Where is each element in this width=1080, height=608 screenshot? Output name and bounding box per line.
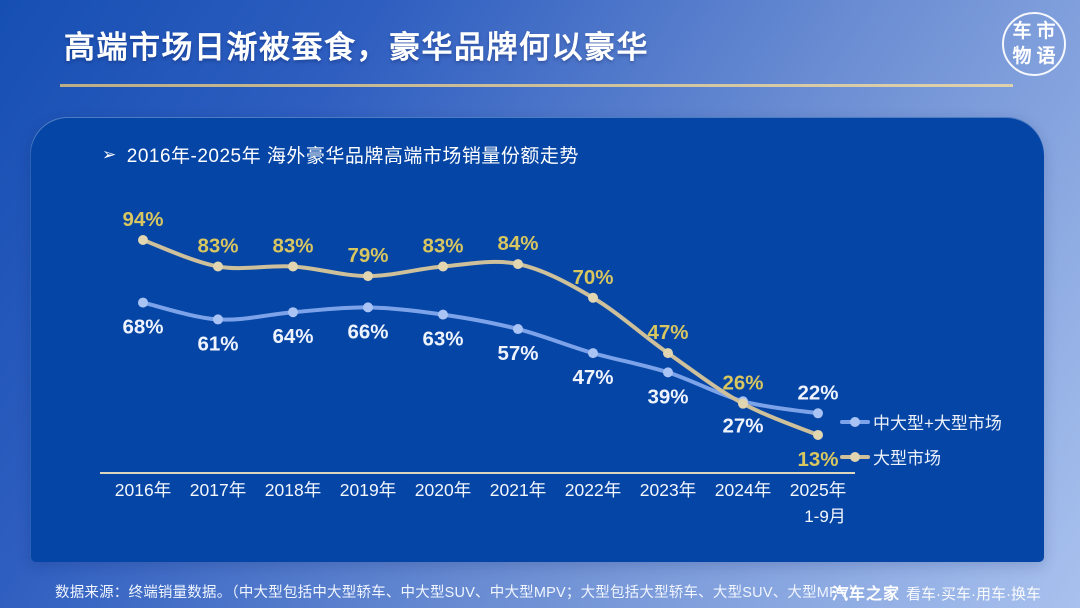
legend-item: 大型市场	[840, 444, 1002, 469]
trend-chart: 2016年 2017年 2018年 2019年 2020年 2021年 2022年 2023年…	[100, 208, 855, 526]
data-point	[288, 307, 298, 318]
slide-title: 高端市场日渐被蚕食，豪华品牌何以豪华	[64, 30, 649, 65]
data-point	[663, 367, 673, 378]
x-tick-label: 2021年	[490, 480, 546, 500]
x-tick-label: 2024年	[715, 480, 771, 500]
data-label: 84%	[497, 232, 538, 255]
x-tick-label: 2023年	[640, 480, 696, 500]
logo-char: 物	[1012, 46, 1032, 67]
legend-label: 中大型+大型市场	[873, 414, 1002, 433]
x-tick-label: 2018年	[265, 480, 321, 500]
series-line	[141, 238, 820, 437]
data-label: 79%	[347, 244, 388, 267]
chart-legend: 中大型+大型市场 大型市场	[840, 409, 1002, 469]
x-tick-note: 1-9月	[804, 507, 846, 526]
chart-card: ➢ 2016年-2025年 海外豪华品牌高端市场销量份额走势 2016年 2017…	[30, 117, 1044, 562]
title-underline	[60, 84, 1013, 87]
x-tick-label: 2016年	[115, 480, 171, 500]
x-tick-label: 2022年	[565, 480, 621, 500]
data-point	[588, 292, 598, 303]
logo-char: 语	[1036, 46, 1056, 67]
data-label: 83%	[272, 234, 313, 257]
data-point	[513, 324, 523, 335]
data-label: 70%	[572, 266, 613, 289]
footer-brand-name: 汽车之家	[831, 586, 900, 603]
data-label: 13%	[797, 448, 838, 471]
x-tick-label: 2025年	[790, 480, 846, 500]
data-label: 26%	[722, 372, 763, 395]
brand-seal-logo-icon: 车 市 物 语	[1002, 12, 1066, 76]
data-label: 64%	[272, 325, 313, 348]
data-point	[438, 261, 448, 272]
data-label: 63%	[422, 328, 463, 351]
legend-label: 大型市场	[873, 449, 941, 468]
data-label: 47%	[572, 366, 613, 389]
arrow-bullet-icon: ➢	[102, 144, 117, 164]
data-point	[588, 348, 598, 359]
data-point	[138, 235, 148, 245]
data-label: 83%	[422, 234, 463, 257]
footer-brand: 汽车之家 看车·买车·用车·换车	[832, 580, 1041, 604]
footer-brand-tagline: 看车·买车·用车·换车	[906, 586, 1041, 603]
legend-marker-icon	[840, 451, 870, 462]
data-point	[363, 302, 373, 313]
data-point	[138, 297, 148, 308]
data-label: 94%	[122, 208, 163, 231]
data-label: 66%	[347, 320, 388, 343]
x-tick-label: 2017年	[190, 480, 246, 500]
data-label: 61%	[197, 332, 238, 355]
logo-char: 市	[1036, 21, 1056, 42]
data-point	[513, 259, 523, 270]
data-point	[813, 408, 823, 419]
data-point	[288, 261, 298, 272]
series-line	[141, 300, 820, 416]
chart-title-text: 2016年-2025年 海外豪华品牌高端市场销量份额走势	[126, 146, 579, 167]
x-tick-label: 2019年	[340, 480, 396, 500]
data-label: 39%	[647, 385, 688, 408]
data-label: 57%	[497, 342, 538, 365]
data-point	[213, 314, 223, 325]
data-point	[663, 348, 673, 359]
data-point	[438, 309, 448, 320]
logo-char: 车	[1012, 21, 1032, 42]
data-point	[213, 261, 223, 272]
chart-title: ➢ 2016年-2025年 海外豪华品牌高端市场销量份额走势	[102, 141, 579, 168]
data-point	[363, 271, 373, 282]
data-point	[813, 429, 823, 440]
data-label: 27%	[722, 414, 763, 437]
data-label: 68%	[122, 316, 163, 339]
data-point	[738, 398, 748, 409]
legend-item: 中大型+大型市场	[840, 409, 1002, 434]
footer-source: 数据来源：终端销量数据。（中大型包括中大型轿车、中大型SUV、中大型MPV；大型…	[55, 585, 864, 601]
data-label: 47%	[647, 321, 688, 344]
data-label: 22%	[797, 381, 838, 404]
legend-marker-icon	[840, 416, 870, 427]
x-tick-label: 2020年	[415, 480, 471, 500]
data-label: 83%	[197, 234, 238, 257]
